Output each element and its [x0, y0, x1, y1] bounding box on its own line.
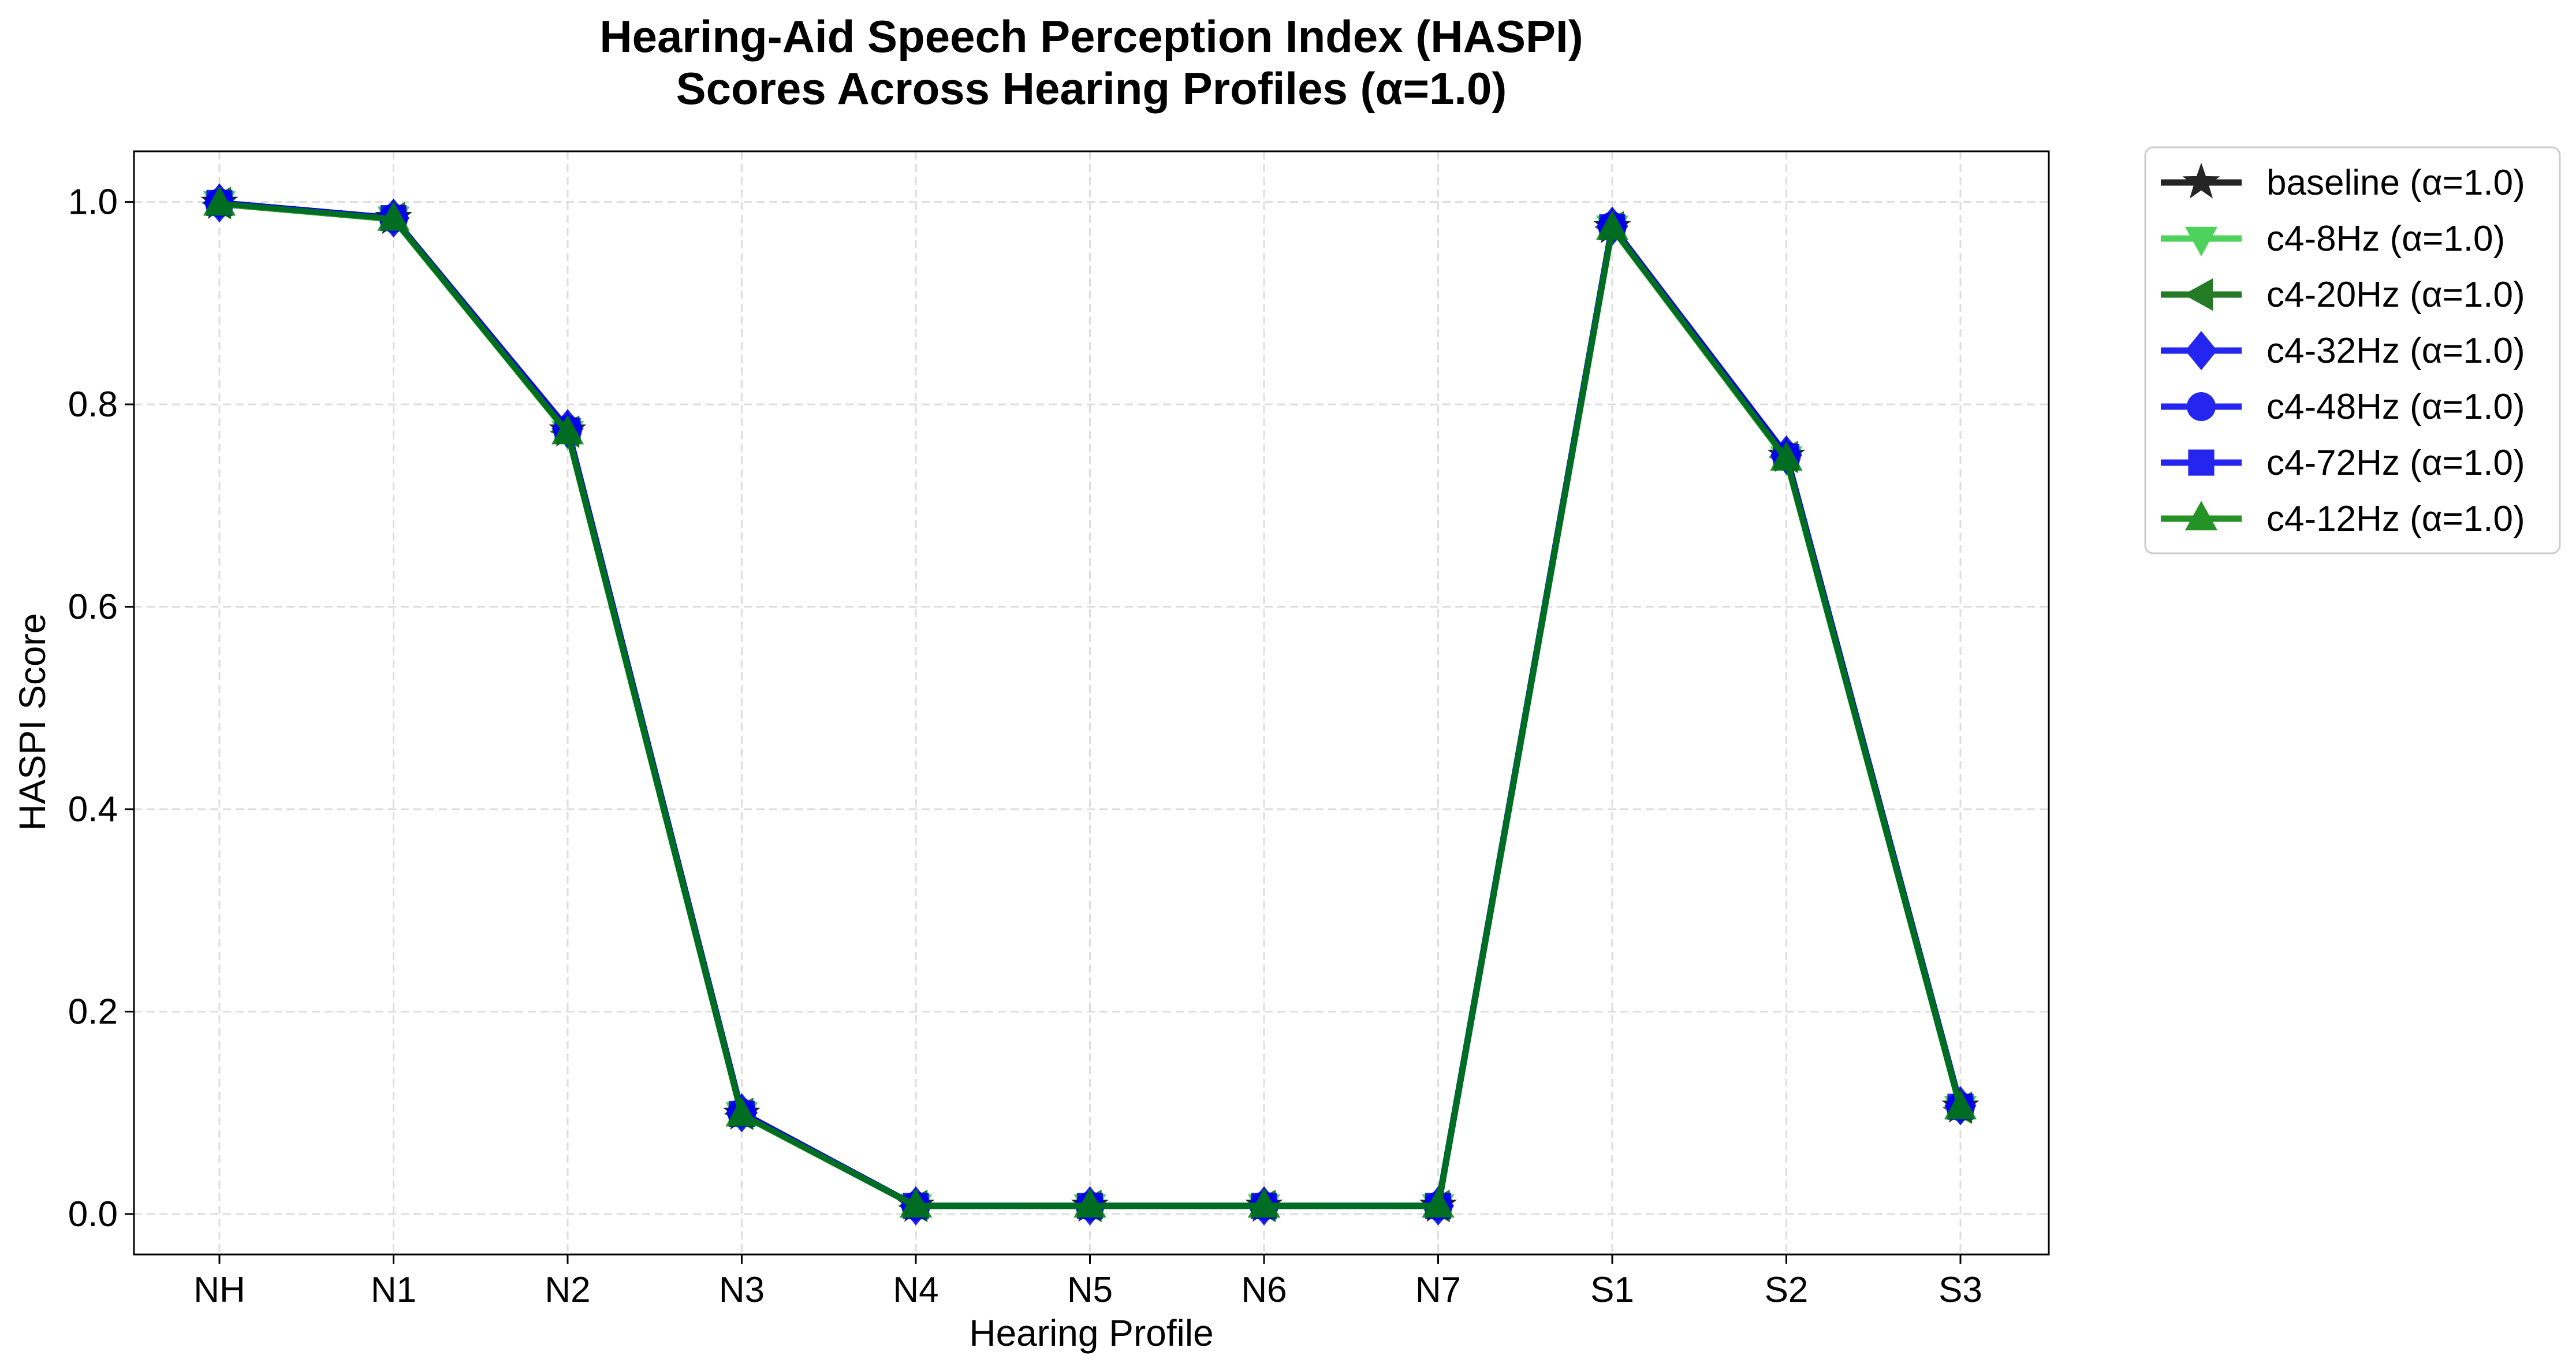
data-point	[1247, 1188, 1281, 1218]
legend-label: c4-8Hz (α=1.0)	[2266, 219, 2505, 259]
y-tick-label: 0.8	[68, 385, 118, 425]
x-tick-label: N4	[893, 1270, 938, 1310]
data-point	[899, 1188, 933, 1218]
x-tick-label: N1	[371, 1270, 416, 1310]
legend-marker	[2184, 226, 2218, 256]
data-point	[1770, 441, 1803, 471]
y-tick-label: 0.6	[68, 587, 118, 627]
legend-label: c4-12Hz (α=1.0)	[2266, 499, 2525, 539]
x-tick-label: NH	[193, 1270, 245, 1310]
x-axis-label: Hearing Profile	[969, 1312, 1213, 1354]
x-tick-label: N5	[1067, 1270, 1113, 1310]
data-point	[203, 186, 236, 216]
series-6	[203, 186, 1977, 1218]
legend-item	[2161, 278, 2242, 311]
x-tick-label: S1	[1590, 1270, 1634, 1310]
data-point	[1073, 1188, 1106, 1218]
y-tick-label: 0.0	[68, 1194, 118, 1234]
chart-title: Hearing-Aid Speech Perception Index (HAS…	[599, 11, 1583, 62]
x-tick-label: N2	[545, 1270, 590, 1310]
legend-item	[2161, 226, 2242, 256]
y-tick-label: 0.4	[68, 790, 118, 829]
legend-label: baseline (α=1.0)	[2266, 163, 2525, 203]
x-tick-label: N7	[1415, 1270, 1461, 1310]
legend-frame	[2144, 146, 2561, 554]
legend-marker	[2182, 162, 2220, 199]
grid	[134, 151, 2049, 1254]
legend-marker	[2185, 331, 2217, 370]
y-axis-label: HASPI Score	[12, 613, 53, 831]
legend-item	[2161, 162, 2242, 199]
x-tick-label: S2	[1765, 1270, 1809, 1310]
chart-subtitle: Scores Across Hearing Profiles (α=1.0)	[676, 63, 1507, 114]
data-point	[1944, 1090, 1977, 1120]
legend-marker	[2183, 278, 2213, 311]
legend: baseline (α=1.0) c4-8Hz (α=1.0) c4-20Hz (α…	[2144, 146, 2561, 554]
data-point	[1595, 210, 1629, 240]
y-tick-label: 0.2	[68, 992, 118, 1032]
legend-label: c4-48Hz (α=1.0)	[2266, 387, 2525, 427]
x-tick-label: N6	[1241, 1270, 1287, 1310]
legend-label: c4-72Hz (α=1.0)	[2266, 443, 2525, 483]
data-point	[551, 415, 584, 445]
legend-item	[2161, 331, 2242, 370]
y-tick-label: 1.0	[68, 183, 118, 222]
data-point	[377, 201, 410, 231]
legend-label: c4-20Hz (α=1.0)	[2266, 275, 2525, 315]
legend-item	[2161, 392, 2242, 421]
x-tick-label: N3	[719, 1270, 765, 1310]
axis-ticks: 0.0 0.2 0.4 0.6 0.8 1.0 NH N1 N2 N3 N4 N5 N6 N7 S1 S2 S3	[68, 183, 1982, 1310]
legend-marker	[2184, 501, 2218, 531]
legend-marker	[2187, 392, 2216, 421]
plot-frame	[133, 150, 2050, 1256]
data-point	[1422, 1188, 1455, 1218]
legend-marker	[2188, 449, 2215, 476]
data-point	[725, 1097, 758, 1127]
legend-label: c4-32Hz (α=1.0)	[2266, 331, 2525, 371]
series-group	[200, 183, 1979, 1226]
legend-item	[2161, 501, 2242, 531]
x-tick-label: S3	[1938, 1270, 1982, 1310]
legend-item	[2161, 449, 2242, 476]
